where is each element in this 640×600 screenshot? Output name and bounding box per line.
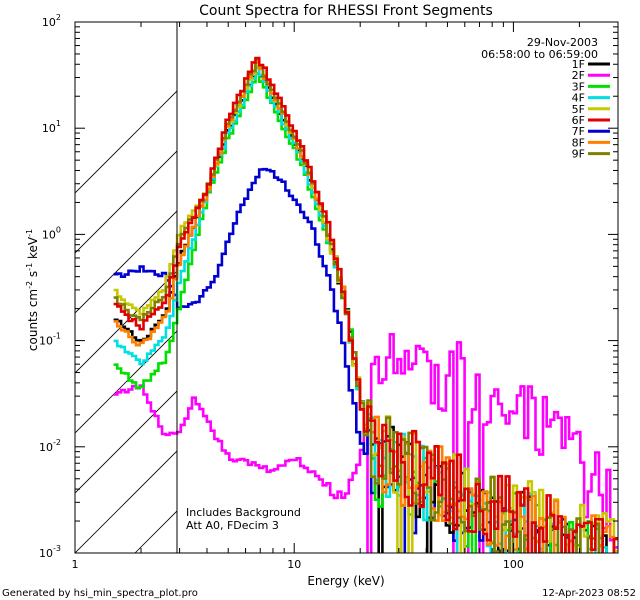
- y-tick-label: 101: [42, 119, 61, 135]
- legend-label-9f: 9F: [572, 148, 585, 161]
- x-tick-label: 10: [287, 558, 301, 571]
- series-layer: [113, 56, 618, 553]
- x-tick-label: 1: [72, 558, 79, 571]
- hatch-line: [75, 390, 177, 494]
- plot-frame: [74, 21, 619, 554]
- footer-generated-by: Generated by hsi_min_spectra_plot.pro: [2, 588, 198, 599]
- legend-label-1f: 1F: [572, 58, 585, 71]
- annotation-background: Includes Background: [186, 506, 301, 519]
- legend-label-4f: 4F: [572, 92, 585, 105]
- hatch-line: [75, 90, 177, 194]
- series-line-7f: [113, 167, 578, 553]
- y-tick-label: 10-2: [39, 438, 61, 454]
- legend-label-5f: 5F: [572, 103, 585, 116]
- x-axis-label: Energy (keV): [307, 574, 384, 588]
- y-tick-label: 10-3: [39, 544, 61, 560]
- legend-label-8f: 8F: [572, 136, 585, 149]
- x-tick-label: 100: [503, 558, 524, 571]
- axis-ticks: 1 10 100 10-3 10-2 10-1 100 101 102: [39, 13, 619, 571]
- series-line-6f: [113, 56, 618, 553]
- chart-title: Count Spectra for RHESSI Front Segments: [199, 3, 493, 19]
- hatch-line: [75, 150, 177, 254]
- hatch-line: [75, 270, 177, 374]
- legend-label-7f: 7F: [572, 125, 585, 138]
- legend-label-2f: 2F: [572, 69, 585, 82]
- hatch-line: [555, 0, 640, 553]
- legend-label-3f: 3F: [572, 80, 585, 93]
- annotation-attenuator: Att A0, FDecim 3: [186, 519, 279, 532]
- series-line-5f: [113, 64, 618, 553]
- footer-timestamp: 12-Apr-2023 08:52: [542, 588, 636, 599]
- y-tick-label: 102: [42, 13, 61, 29]
- legend-label-6f: 6F: [572, 114, 585, 127]
- y-tick-label: 100: [42, 225, 61, 241]
- hatch-line: [75, 330, 177, 434]
- hatch-line: [615, 0, 640, 553]
- background-hatch: [75, 0, 640, 553]
- y-axis-label: counts cm-2 s-1 keV-1: [25, 229, 40, 351]
- date-label: 29-Nov-2003: [527, 36, 598, 49]
- hatch-line: [315, 0, 640, 553]
- time-range-label: 06:58:00 to 06:59:00: [481, 48, 598, 61]
- y-tick-label: 10-1: [39, 332, 61, 348]
